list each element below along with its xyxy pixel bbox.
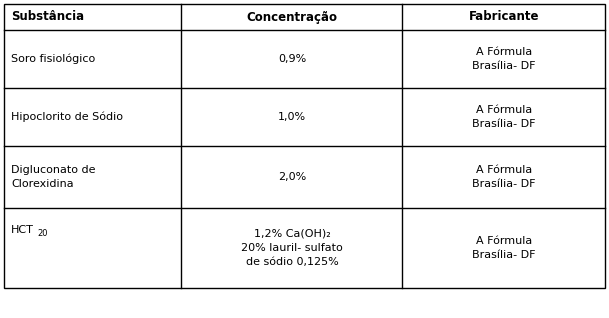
Text: 1,0%: 1,0%	[278, 112, 306, 122]
Text: 0,9%: 0,9%	[278, 54, 306, 64]
Text: Soro fisiológico: Soro fisiológico	[11, 54, 95, 64]
Text: A Fórmula
Brasília- DF: A Fórmula Brasília- DF	[472, 236, 535, 260]
Text: 2,0%: 2,0%	[278, 172, 306, 182]
Bar	[4, 4, 605, 288]
Text: Digluconato de
Clorexidina: Digluconato de Clorexidina	[11, 165, 96, 189]
Text: 20: 20	[37, 229, 48, 238]
Text: Concentração: Concentração	[247, 10, 337, 24]
Text: A Fórmula
Brasília- DF: A Fórmula Brasília- DF	[472, 47, 535, 71]
Text: Hipoclorito de Sódio: Hipoclorito de Sódio	[11, 112, 123, 122]
Text: 1,2% Ca(OH)₂
20% lauril- sulfato
de sódio 0,125%: 1,2% Ca(OH)₂ 20% lauril- sulfato de sódi…	[241, 229, 343, 267]
Text: A Fórmula
Brasília- DF: A Fórmula Brasília- DF	[472, 165, 535, 189]
Text: Fabricante: Fabricante	[468, 10, 539, 24]
Text: A Fórmula
Brasília- DF: A Fórmula Brasília- DF	[472, 105, 535, 129]
Text: HCT: HCT	[11, 225, 34, 235]
Text: Substância: Substância	[11, 10, 84, 24]
